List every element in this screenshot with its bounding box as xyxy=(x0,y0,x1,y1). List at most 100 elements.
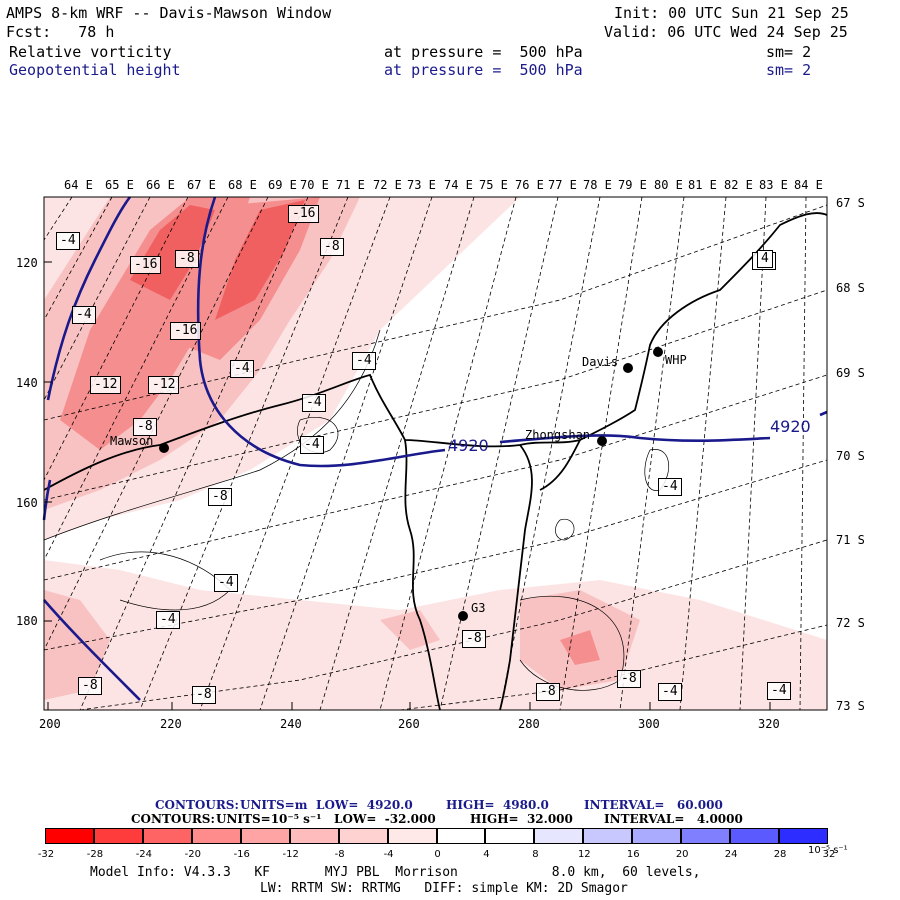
legend-height-low: LOW= 4920.0 xyxy=(316,798,413,812)
colorbar-segment xyxy=(681,828,731,844)
legend-vort-label: CONTOURS: xyxy=(131,812,215,826)
vorticity-contour-label: -4 xyxy=(230,360,254,378)
vorticity-contour-label: -8 xyxy=(78,677,102,695)
vorticity-contour-label: -8 xyxy=(462,630,486,648)
colorbar-segment xyxy=(779,828,828,844)
vorticity-contour-label: 4 xyxy=(757,250,773,268)
colorbar-tick-label: 32 xyxy=(822,849,836,860)
meridian-line xyxy=(739,197,767,710)
colorbar-segment xyxy=(730,828,780,844)
meridian-line xyxy=(199,197,391,710)
colorbar-tick-label: 4 xyxy=(483,849,490,860)
longitude-label: 65 E xyxy=(105,178,134,192)
x-axis-label: 320 xyxy=(758,717,780,731)
station-marker xyxy=(623,363,633,373)
colorbar-segment xyxy=(191,828,241,844)
x-axis-label: 220 xyxy=(160,717,182,731)
vorticity-contour-label: -8 xyxy=(536,683,560,701)
longitude-label: 78 E xyxy=(583,178,612,192)
x-axis-label: 260 xyxy=(398,717,420,731)
vorticity-contour-label: -8 xyxy=(175,250,199,268)
meridian-line xyxy=(44,197,229,561)
map-frame xyxy=(43,196,828,711)
vorticity-contour-label: -4 xyxy=(72,306,96,324)
longitude-label: 64 E xyxy=(64,178,93,192)
colorbar-segment xyxy=(534,828,584,844)
vort-contour-line xyxy=(44,329,381,541)
colorbar-segment xyxy=(240,828,290,844)
station-marker xyxy=(597,436,607,446)
station-label-whp: WHP xyxy=(665,353,687,367)
init-time: Init: 00 UTC Sun 21 Sep 25 xyxy=(614,4,849,22)
longitude-label: 79 E xyxy=(618,178,647,192)
colorbar-segment xyxy=(485,828,535,844)
map-title: AMPS 8-km WRF -- Davis-Mawson Window xyxy=(6,4,332,22)
latitude-label: 73 S xyxy=(836,699,865,713)
valid-time: Valid: 06 UTC Wed 24 Sep 25 xyxy=(604,23,848,41)
colorbar-tick-label: -28 xyxy=(86,849,104,860)
colorbar-tick-label: -20 xyxy=(184,849,201,860)
meridian-line xyxy=(319,197,475,710)
colorbar-units: 10⁻⁵ s⁻¹ xyxy=(808,845,848,856)
physics-info: LW: RRTM SW: RRTMG DIFF: simple KM: 2D S… xyxy=(260,881,628,896)
station-marker xyxy=(653,347,663,357)
colorbar-tick-label: 12 xyxy=(577,849,591,860)
vorticity-contour-label: -4 xyxy=(302,394,326,412)
latitude-label: 68 S xyxy=(836,281,865,295)
stations xyxy=(159,347,663,621)
legend-vort-high: HIGH= 32.000 xyxy=(470,812,573,826)
y-axis-label: 180 xyxy=(16,614,38,628)
colorbar-tick-label: -12 xyxy=(282,849,299,860)
y-axis-label: 140 xyxy=(16,376,38,390)
vorticity-contour-label: -4 xyxy=(156,611,180,629)
y-axis-label: 160 xyxy=(16,496,38,510)
y-axis-label: 120 xyxy=(16,256,38,270)
vorticity-contour-label: -12 xyxy=(148,376,180,394)
colorbar-tick-label: -32 xyxy=(37,849,55,860)
longitude-label: 68 E xyxy=(228,178,257,192)
colorbar-tick-label: 24 xyxy=(724,849,738,860)
legend-vort-interval: INTERVAL= 4.0000 xyxy=(604,812,743,826)
vorticity-contour-label: -8 xyxy=(208,488,232,506)
height-label: 4920 xyxy=(448,436,489,455)
legend-height-label: CONTOURS: xyxy=(155,798,239,812)
latitude-label: 72 S xyxy=(836,616,865,630)
height-contour-line xyxy=(42,479,52,521)
vort-contour-line xyxy=(297,417,339,453)
parallel-line xyxy=(399,624,827,710)
vorticity-contour-label: -4 xyxy=(56,232,80,250)
legend-height-high: HIGH= 4980.0 xyxy=(446,798,549,812)
colorbar-segment xyxy=(583,828,633,844)
longitude-label: 70 E xyxy=(300,178,329,192)
x-axis-label: 200 xyxy=(39,717,61,731)
meridian-line xyxy=(79,197,309,710)
colorbar-tick-label: 8 xyxy=(532,849,539,860)
vorticity-contour-label: -16 xyxy=(288,205,320,223)
x-axis-label: 280 xyxy=(518,717,540,731)
meridian-line xyxy=(44,197,151,401)
height-contour-line xyxy=(196,196,446,468)
height-contours xyxy=(42,196,828,701)
vorticity-contour-label: -12 xyxy=(90,376,122,394)
colorbar-tick-label: -8 xyxy=(334,849,345,860)
meridian-line xyxy=(619,197,685,710)
latitude-label: 67 S xyxy=(836,196,865,210)
longitude-label: 74 E xyxy=(444,178,473,192)
coastline-path xyxy=(539,439,581,491)
longitude-label: 84 E xyxy=(794,178,823,192)
latitude-label: 71 S xyxy=(836,533,865,547)
vort-contour-line xyxy=(555,518,575,541)
vorticity-contour-label: -4 xyxy=(658,478,682,496)
field1-smoothing: sm= 2 xyxy=(766,43,812,61)
height-contour-line xyxy=(819,410,828,417)
height-contour-line xyxy=(43,599,141,701)
vorticity-contour-label: -8 xyxy=(617,670,641,688)
longitude-label: 71 E xyxy=(336,178,365,192)
colorbar-tick-label: -4 xyxy=(383,849,394,860)
colorbar-segment xyxy=(436,828,486,844)
height-contour-line xyxy=(46,196,132,401)
longitude-label: 82 E xyxy=(724,178,753,192)
longitude-label: 69 E xyxy=(268,178,297,192)
meridian-line xyxy=(44,197,113,321)
